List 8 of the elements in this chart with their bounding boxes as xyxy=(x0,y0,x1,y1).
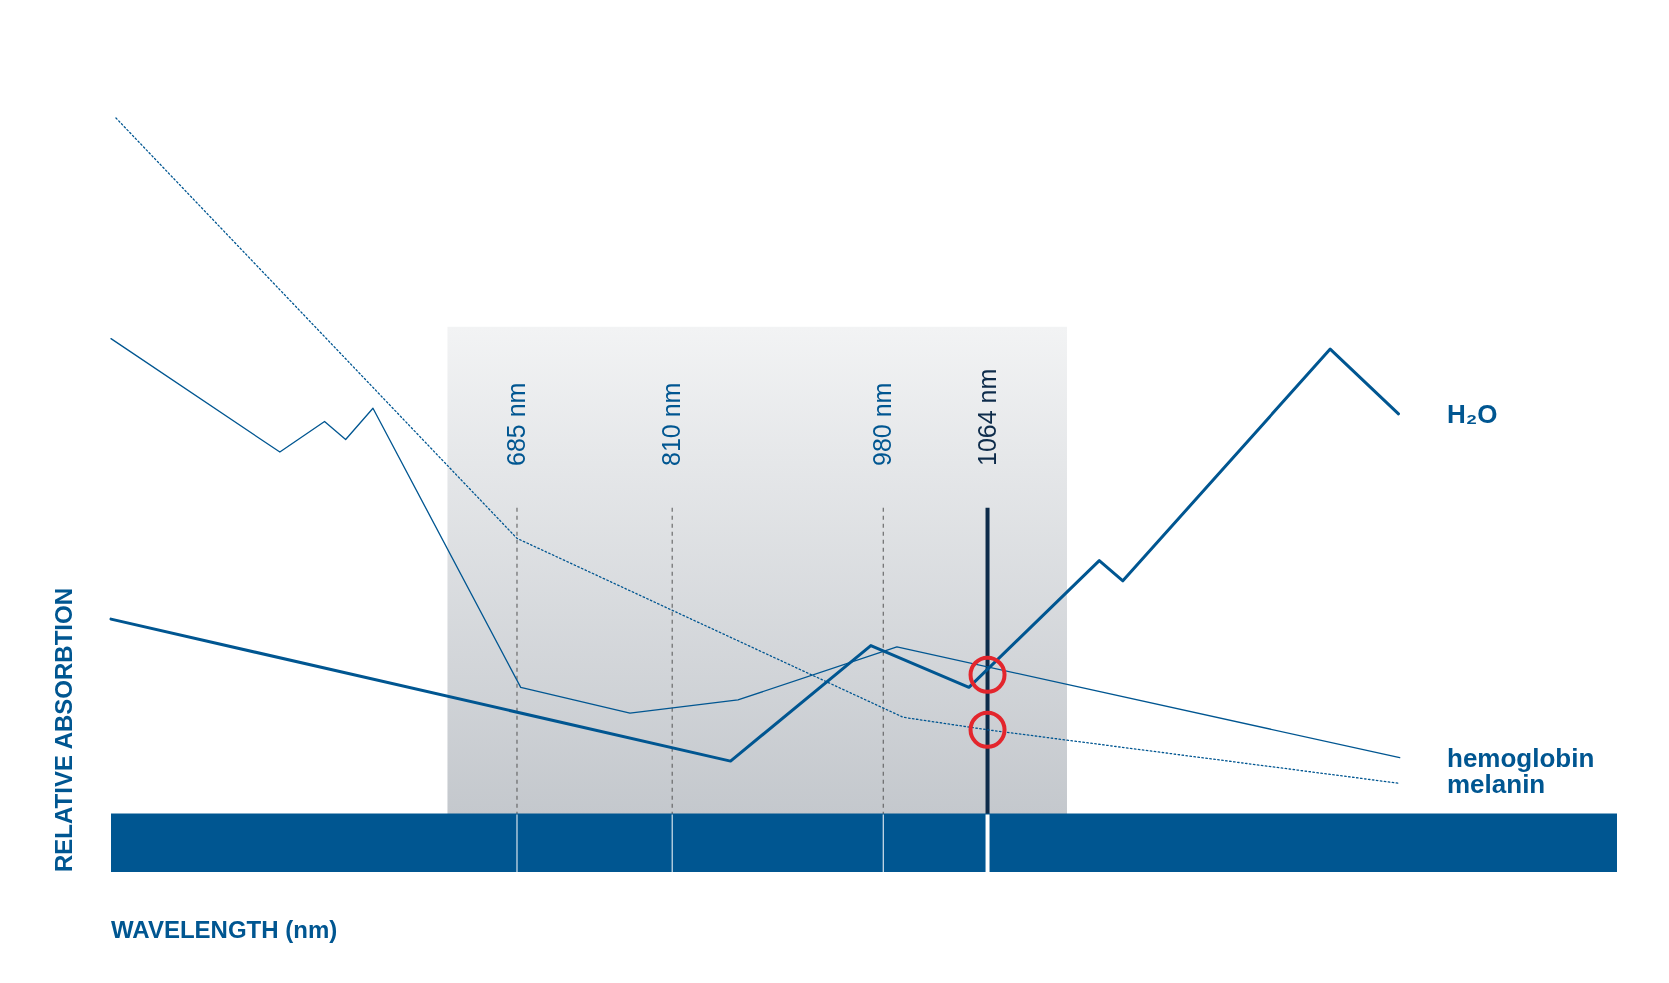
x-tick-label: 1064 nm xyxy=(972,368,1001,466)
x-tick-label: 685 nm xyxy=(501,382,530,466)
x-tick-label: 980 nm xyxy=(868,382,897,466)
series-label: H₂O xyxy=(1447,398,1498,429)
x-tick-label: 810 nm xyxy=(657,382,686,466)
y-axis-title: RELATIVE ABSORBTION xyxy=(50,587,77,872)
x-axis-title: WAVELENGTH (nm) xyxy=(111,916,338,943)
series-label: hemoglobin xyxy=(1447,742,1595,773)
